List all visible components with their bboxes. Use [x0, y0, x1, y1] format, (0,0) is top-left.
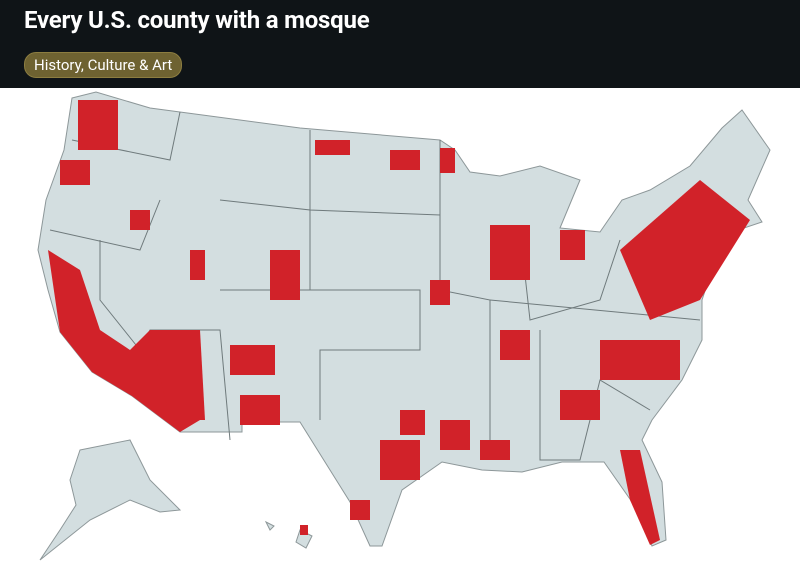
state-border — [219, 199, 311, 291]
county-fill — [620, 450, 660, 545]
county-fill — [620, 180, 750, 320]
county-fill — [230, 345, 275, 375]
county-fill — [300, 525, 308, 535]
county-fill — [600, 340, 680, 380]
county-fill — [480, 440, 510, 460]
state-border — [309, 130, 441, 216]
county-fill — [315, 140, 350, 155]
county-fill — [440, 420, 470, 450]
state-border — [49, 199, 161, 251]
county-fill — [270, 250, 300, 300]
county-fill — [390, 150, 420, 170]
county-fill — [240, 395, 280, 425]
mosque-county-map — [37, 91, 771, 561]
county-fill — [500, 330, 530, 360]
county-fill — [190, 250, 205, 280]
county-fill — [400, 410, 425, 435]
category-tag[interactable]: History, Culture & Art — [24, 52, 183, 78]
county-fill — [440, 148, 455, 173]
county-fill — [380, 440, 420, 480]
title: Every U.S. county with a mosque — [24, 6, 370, 34]
county-fill — [560, 230, 585, 260]
county-fill — [430, 280, 450, 305]
state-border — [539, 330, 651, 461]
state-border — [489, 299, 701, 321]
hawaii-small — [264, 520, 275, 531]
header: Every U.S. county with a mosque History,… — [0, 0, 800, 88]
county-fill — [350, 500, 370, 520]
state-border — [439, 215, 491, 460]
alaska — [39, 439, 182, 561]
county-fill — [150, 330, 205, 420]
county-fill — [48, 250, 200, 432]
state-border — [310, 289, 421, 420]
county-fill — [490, 225, 530, 280]
county-fill — [130, 210, 150, 230]
county-fill — [560, 390, 600, 420]
county-fill — [60, 160, 90, 185]
county-fill — [78, 100, 118, 150]
mosque-counties — [48, 100, 750, 545]
